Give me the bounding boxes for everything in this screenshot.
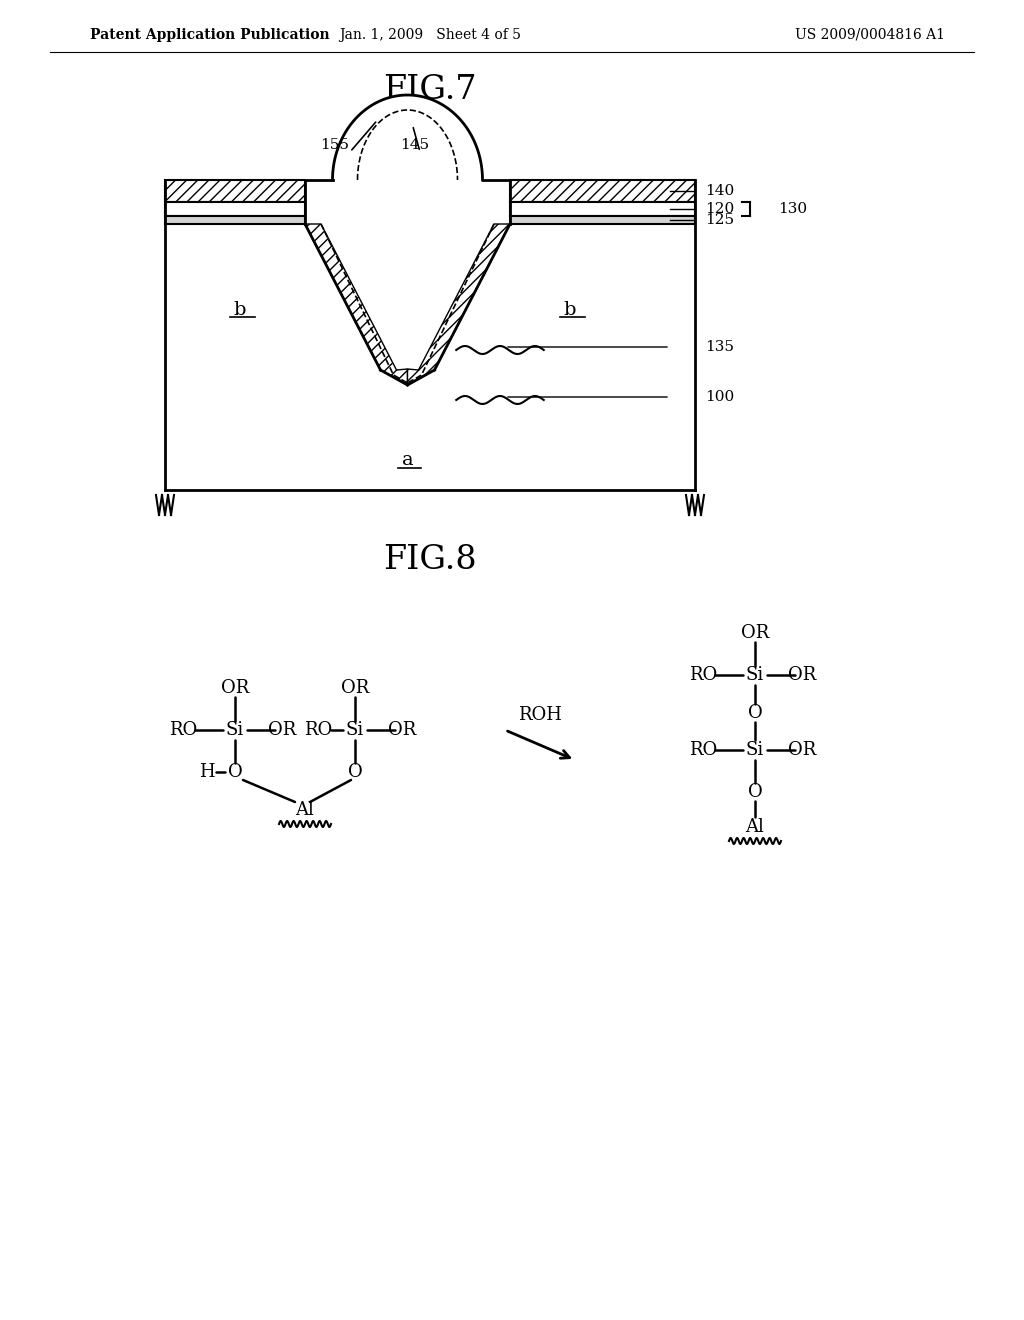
Text: Al: Al (745, 818, 765, 836)
Text: Jan. 1, 2009   Sheet 4 of 5: Jan. 1, 2009 Sheet 4 of 5 (339, 28, 521, 42)
Bar (165, 180, 305, 202)
Text: Si: Si (346, 721, 365, 739)
Text: a: a (401, 451, 414, 469)
Text: US 2009/0004816 A1: US 2009/0004816 A1 (795, 28, 945, 42)
Bar (510, 216, 695, 224)
Text: Si: Si (745, 667, 764, 684)
Text: OR: OR (268, 721, 296, 739)
Text: OR: OR (741, 624, 769, 642)
Text: RO: RO (689, 741, 717, 759)
Text: OR: OR (221, 678, 249, 697)
Text: 125: 125 (705, 213, 734, 227)
Text: Al: Al (296, 801, 314, 818)
Bar (165, 216, 305, 224)
Text: O: O (748, 704, 763, 722)
Text: OR: OR (787, 741, 816, 759)
Text: H: H (200, 763, 215, 781)
Text: b: b (233, 301, 246, 319)
Text: ROH: ROH (518, 706, 562, 723)
Text: 145: 145 (400, 139, 429, 152)
Bar (510, 180, 695, 202)
Text: RO: RO (689, 667, 717, 684)
Text: Si: Si (226, 721, 244, 739)
Bar (510, 202, 695, 216)
Text: FIG.7: FIG.7 (383, 74, 477, 106)
Text: 100: 100 (705, 389, 734, 404)
Polygon shape (305, 224, 408, 385)
Text: OR: OR (388, 721, 416, 739)
Polygon shape (408, 224, 510, 385)
Text: O: O (227, 763, 243, 781)
Text: O: O (748, 783, 763, 801)
Text: Si: Si (745, 741, 764, 759)
Text: 140: 140 (705, 183, 734, 198)
Text: 120: 120 (705, 202, 734, 216)
Text: OR: OR (787, 667, 816, 684)
Text: Patent Application Publication: Patent Application Publication (90, 28, 330, 42)
Text: b: b (564, 301, 577, 319)
Text: OR: OR (341, 678, 369, 697)
Text: RO: RO (169, 721, 198, 739)
Text: FIG.8: FIG.8 (383, 544, 477, 576)
Bar (165, 202, 305, 216)
Text: RO: RO (304, 721, 332, 739)
Text: 155: 155 (321, 139, 349, 152)
Text: 130: 130 (778, 202, 807, 216)
Polygon shape (305, 95, 510, 180)
Text: 135: 135 (705, 341, 734, 354)
Text: O: O (347, 763, 362, 781)
